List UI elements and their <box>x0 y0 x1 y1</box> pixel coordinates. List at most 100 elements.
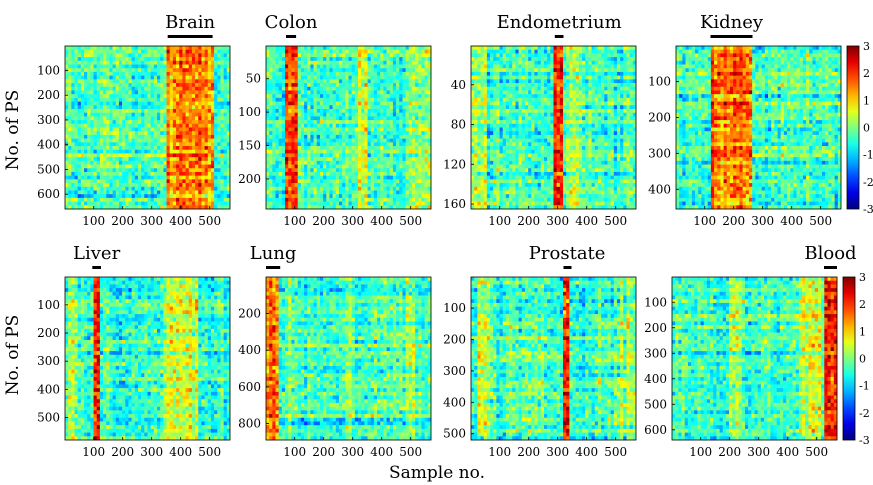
heatmap-cell <box>493 90 497 95</box>
heatmap-cell <box>90 134 94 139</box>
heatmap-cell <box>195 94 199 99</box>
heatmap-cell <box>141 142 145 147</box>
heatmap-cell <box>294 108 299 113</box>
heatmap-cell <box>477 60 481 65</box>
heatmap-cell <box>483 179 488 184</box>
heatmap-cell <box>163 186 167 191</box>
heatmap-cell <box>364 86 368 91</box>
heatmap-cell <box>421 197 425 202</box>
heatmap-cell <box>198 134 202 139</box>
heatmap-cell <box>288 131 292 136</box>
heatmap-cell <box>157 127 161 132</box>
heatmap-cell <box>90 53 94 58</box>
heatmap-cell <box>71 71 75 76</box>
heatmap-cell <box>405 90 410 95</box>
heatmap-cell <box>361 90 365 95</box>
heatmap-cell <box>103 123 107 128</box>
heatmap-cell <box>141 201 145 206</box>
heatmap-cell <box>201 71 205 76</box>
heatmap-cell <box>188 49 193 54</box>
heatmap-cell <box>147 175 151 180</box>
heatmap-cell <box>354 205 359 210</box>
heatmap-cell <box>329 90 333 95</box>
heatmap-cell <box>316 75 321 80</box>
heatmap-cell <box>134 171 139 176</box>
heatmap-cell <box>354 53 359 58</box>
heatmap-cell <box>93 60 98 65</box>
heatmap-cell <box>354 71 359 76</box>
heatmap-cell <box>179 112 183 117</box>
heatmap-cell <box>272 120 276 125</box>
heatmap-cell <box>402 201 406 206</box>
heatmap-cell <box>157 171 161 176</box>
heatmap-cell <box>147 183 151 188</box>
heatmap-cell <box>291 134 295 139</box>
heatmap-cell <box>486 138 491 143</box>
heatmap-cell <box>150 175 155 180</box>
heatmap-cell <box>217 205 221 210</box>
heatmap-cell <box>214 97 218 102</box>
heatmap-cell <box>338 142 343 147</box>
heatmap-cell <box>103 131 107 136</box>
heatmap-cell <box>411 79 416 84</box>
heatmap-cell <box>386 116 391 121</box>
heatmap-cell <box>427 168 432 173</box>
heatmap-cell <box>373 49 378 54</box>
heatmap-cell <box>80 153 85 158</box>
heatmap-cell <box>348 94 352 99</box>
heatmap-cell <box>342 164 346 169</box>
heatmap-cell <box>348 127 352 132</box>
heatmap-cell <box>179 49 183 54</box>
heatmap-cell <box>408 101 413 106</box>
heatmap-cell <box>272 194 276 199</box>
heatmap-cell <box>483 168 488 173</box>
heatmap-cell <box>313 112 318 117</box>
heatmap-cell <box>329 46 333 50</box>
heatmap-cell <box>373 64 378 69</box>
heatmap-cell <box>370 164 375 169</box>
heatmap-cell <box>226 160 231 165</box>
heatmap-cell <box>134 157 139 162</box>
heatmap-cell <box>288 146 292 151</box>
heatmap-cell <box>134 179 139 184</box>
heatmap-cell <box>147 46 151 50</box>
heatmap-cell <box>483 164 488 169</box>
heatmap-cell <box>354 127 359 132</box>
heatmap-cell <box>144 120 148 125</box>
heatmap-cell <box>272 160 276 165</box>
heatmap-cell <box>68 201 72 206</box>
heatmap-cell <box>294 53 299 58</box>
heatmap-cell <box>288 94 292 99</box>
heatmap-cell <box>191 157 196 162</box>
heatmap-cell <box>87 157 91 162</box>
heatmap-cell <box>490 171 494 176</box>
x-tick-label: 200 <box>312 214 335 228</box>
heatmap-cell <box>65 164 69 169</box>
heatmap-cell <box>291 86 295 91</box>
heatmap-cell <box>179 64 183 69</box>
heatmap-cell <box>477 205 481 210</box>
heatmap-cell <box>182 186 186 191</box>
heatmap-cell <box>134 186 139 191</box>
heatmap-cell <box>415 116 419 121</box>
heatmap-cell <box>188 127 193 132</box>
heatmap-cell <box>483 97 488 102</box>
heatmap-cell <box>112 149 117 154</box>
heatmap-cell <box>160 160 164 165</box>
heatmap-cell <box>338 71 343 76</box>
heatmap-cell <box>281 131 286 136</box>
heatmap-cell <box>490 97 494 102</box>
heatmap-cell <box>112 175 117 180</box>
heatmap-cell <box>84 201 88 206</box>
heatmap-cell <box>300 116 305 121</box>
heatmap-cell <box>172 142 177 147</box>
heatmap-cell <box>418 105 422 110</box>
heatmap-cell <box>141 83 145 88</box>
heatmap-cell <box>272 71 276 76</box>
heatmap-cell <box>486 142 491 147</box>
heatmap-cell <box>269 112 273 117</box>
heatmap-cell <box>128 179 132 184</box>
heatmap-cell <box>153 153 158 158</box>
heatmap-cell <box>408 116 413 121</box>
heatmap-cell <box>477 127 481 132</box>
